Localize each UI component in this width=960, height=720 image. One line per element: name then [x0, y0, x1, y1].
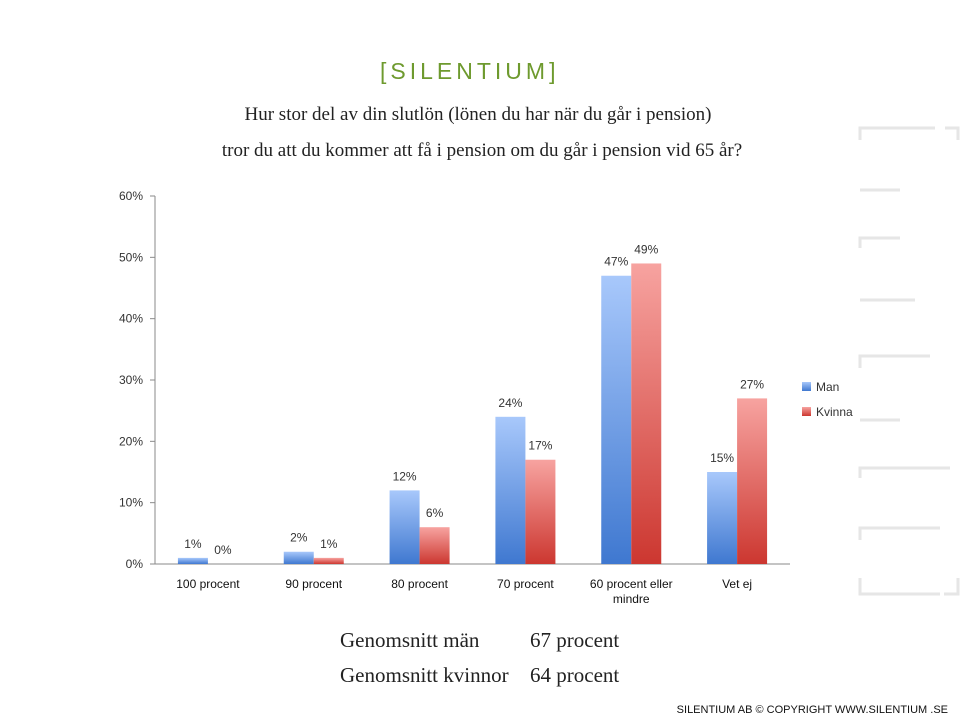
x-tick-label: 100 procent	[176, 577, 240, 591]
legend-label-kvinna: Kvinna	[816, 405, 853, 419]
decorative-brackets	[858, 126, 960, 596]
bar-man	[177, 557, 208, 564]
silentium-logo: [SILENTIUM]	[380, 58, 560, 84]
y-tick-label: 30%	[119, 373, 143, 387]
bar-kvinna	[525, 459, 556, 564]
y-tick-label: 0%	[126, 557, 144, 571]
data-label-man: 2%	[290, 531, 308, 545]
data-label-man: 24%	[498, 396, 522, 410]
summary-value-men: 67 procent	[530, 628, 620, 652]
data-label-kvinna: 27%	[740, 377, 764, 391]
data-label-kvinna: 6%	[426, 506, 444, 520]
data-label-kvinna: 17%	[528, 439, 552, 453]
x-tick-label: 70 procent	[497, 577, 554, 591]
y-tick-label: 10%	[119, 496, 143, 510]
bar-man	[283, 551, 314, 564]
summary-label-men: Genomsnitt män	[340, 628, 480, 652]
x-tick-label: Vet ej	[722, 577, 752, 591]
legend-swatch-kvinna	[802, 407, 811, 416]
data-label-kvinna: 0%	[214, 543, 232, 557]
chart-title-line-2: tror du att du kommer att få i pension o…	[221, 140, 743, 161]
y-tick-label: 60%	[119, 189, 143, 203]
chart-title-line-1: Hur stor del av din slutlön (lönen du ha…	[244, 104, 712, 125]
copyright-footer: SILENTIUM AB © COPYRIGHT WWW.SILENTIUM .…	[676, 704, 948, 716]
bar-kvinna	[737, 398, 768, 564]
bar-kvinna	[419, 527, 450, 564]
y-tick-label: 50%	[119, 250, 143, 264]
y-tick-label: 40%	[119, 312, 143, 326]
bar-man	[707, 472, 738, 564]
legend-swatch-man	[802, 382, 811, 391]
legend-label-man: Man	[816, 380, 839, 394]
data-label-kvinna: 49%	[634, 242, 658, 256]
data-label-man: 47%	[604, 255, 628, 269]
data-label-kvinna: 1%	[320, 537, 338, 551]
x-tick-label: 90 procent	[285, 577, 342, 591]
x-tick-label: 80 procent	[391, 577, 448, 591]
data-label-man: 15%	[710, 451, 734, 465]
bar-man	[601, 275, 632, 564]
summary-value-women: 64 procent	[530, 663, 620, 687]
y-tick-label: 20%	[119, 434, 143, 448]
bar-kvinna	[631, 263, 662, 564]
bar-man	[495, 416, 526, 564]
summary-label-women: Genomsnitt kvinnor	[340, 663, 509, 687]
bar-man	[389, 490, 420, 564]
data-label-man: 1%	[184, 537, 202, 551]
bar-kvinna	[313, 557, 344, 564]
x-tick-label: 60 procent eller mindre	[590, 577, 673, 606]
data-label-man: 12%	[393, 469, 417, 483]
